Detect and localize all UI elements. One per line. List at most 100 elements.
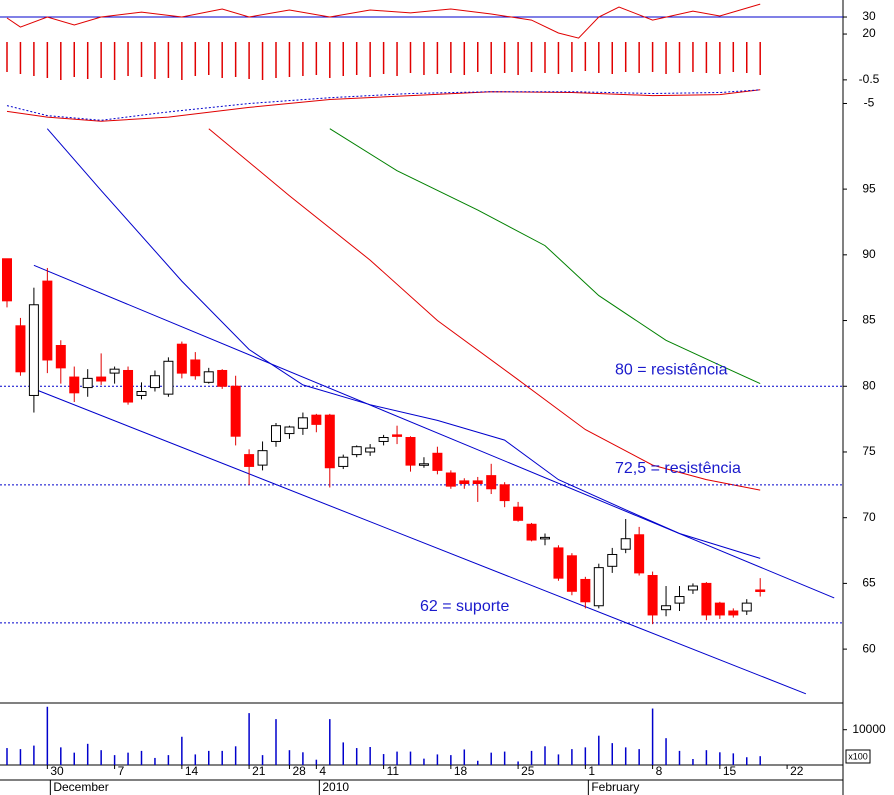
- candle-body: [28, 304, 39, 396]
- candle-body: [540, 536, 550, 540]
- y-tick-label: 65: [862, 576, 876, 590]
- line: [46, 128, 761, 559]
- y-tick-label: 60: [862, 641, 876, 655]
- line: [329, 128, 761, 385]
- x-tick-label: 7: [118, 764, 125, 778]
- level-label: 72,5 = resistência: [615, 460, 741, 477]
- x-tick-label: 30: [50, 764, 64, 778]
- candle-body: [392, 434, 403, 437]
- y-tick-label: 80: [862, 378, 876, 392]
- y-tick-label: 70: [862, 510, 876, 524]
- x-tick-label: 15: [723, 764, 737, 778]
- candle-body: [661, 605, 672, 611]
- candle-body: [69, 376, 80, 394]
- candle-body: [324, 414, 335, 469]
- candle-body: [365, 447, 376, 453]
- candle-body: [459, 480, 470, 485]
- candle-body: [687, 585, 698, 591]
- candle-body: [647, 575, 658, 616]
- unit-label: x100: [848, 751, 868, 761]
- candle-body: [176, 343, 187, 374]
- candle-body: [257, 450, 268, 466]
- line: [33, 264, 835, 599]
- line: [6, 89, 761, 121]
- candle-body: [149, 375, 160, 389]
- candle-body: [351, 446, 362, 456]
- candle-body: [593, 567, 604, 607]
- line: [208, 128, 761, 491]
- y-tick-label: -5: [864, 96, 875, 110]
- candle-body: [96, 376, 107, 382]
- candle-body: [230, 385, 241, 437]
- level-label: 80 = resistência: [615, 361, 728, 378]
- candle-body: [741, 602, 752, 612]
- unit-box: [845, 749, 871, 764]
- candle-body: [566, 555, 577, 592]
- x-tick-label: 18: [454, 764, 468, 778]
- line: [6, 3, 761, 39]
- candle-body: [728, 610, 739, 616]
- candle-body: [445, 472, 456, 487]
- line: [6, 89, 761, 122]
- y-tick-label: 75: [862, 444, 876, 458]
- period-label: 2010: [322, 780, 349, 794]
- candle-body: [580, 578, 591, 603]
- candle-body: [513, 506, 524, 521]
- candle-body: [499, 484, 510, 502]
- x-tick-label: 28: [292, 764, 306, 778]
- x-tick-label: 11: [387, 764, 400, 778]
- candle-body: [123, 369, 134, 403]
- candle-body: [620, 538, 631, 550]
- candle-body: [634, 534, 645, 574]
- candle-body: [82, 377, 93, 389]
- candle-body: [486, 475, 497, 490]
- candle-body: [714, 602, 725, 616]
- line: [33, 388, 807, 695]
- candle-body: [217, 369, 228, 387]
- candle-body: [338, 456, 349, 467]
- y-tick-label: 10000: [852, 722, 886, 736]
- x-tick-label: 1: [588, 764, 595, 778]
- candle-body: [136, 391, 147, 396]
- candle-body: [15, 325, 26, 373]
- y-tick-label: 20: [862, 26, 876, 40]
- y-tick-label: 30: [862, 9, 876, 23]
- candle-body: [163, 360, 174, 395]
- y-tick-label: 95: [862, 181, 876, 195]
- x-tick-label: 4: [319, 764, 326, 778]
- candle-body: [472, 480, 483, 485]
- candle-body: [378, 437, 389, 442]
- x-tick-label: 25: [521, 764, 535, 778]
- candle-body: [271, 425, 281, 442]
- candle-body: [203, 371, 214, 383]
- candle-body: [755, 589, 766, 592]
- candle-body: [607, 553, 618, 567]
- candle-body: [701, 582, 712, 616]
- x-tick-label: 22: [790, 764, 804, 778]
- candle-body: [284, 426, 295, 435]
- x-tick-label: 8: [656, 764, 663, 778]
- y-tick-label: -0.5: [859, 72, 880, 86]
- y-tick-label: 90: [862, 247, 876, 261]
- candle-body: [190, 359, 201, 377]
- candle-body: [553, 547, 564, 579]
- candle-body: [244, 454, 255, 467]
- candle-body: [109, 368, 120, 374]
- period-label: February: [591, 780, 639, 794]
- candle-body: [55, 345, 66, 369]
- candle-body: [432, 452, 443, 471]
- y-tick-label: 85: [862, 313, 876, 327]
- candle-body: [297, 417, 308, 429]
- x-tick-label: 21: [252, 764, 266, 778]
- x-tick-label: 14: [185, 764, 199, 778]
- candle-body: [674, 596, 685, 604]
- candle-body: [311, 414, 322, 425]
- candle-body: [405, 437, 416, 466]
- candle-body: [526, 523, 537, 541]
- period-label: December: [53, 780, 108, 794]
- candle-body: [418, 463, 429, 466]
- level-label: 62 = suporte: [420, 598, 510, 615]
- candle-body: [2, 258, 12, 302]
